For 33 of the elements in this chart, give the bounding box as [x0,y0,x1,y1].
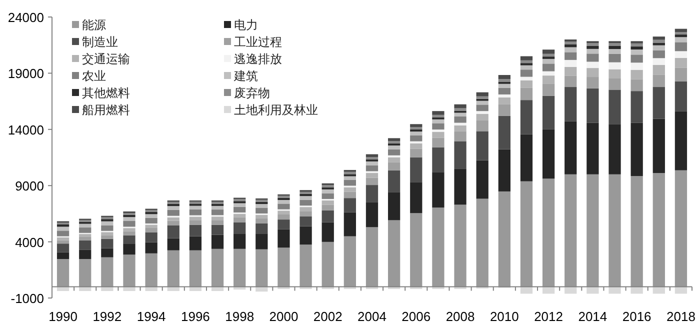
legend-label: 交通运输 [82,52,130,66]
x-tick-label: 2000 [269,309,298,324]
legend-label: 工业过程 [234,35,282,49]
legend-label: 建筑 [233,69,258,83]
x-tick-label: 1998 [225,309,254,324]
x-tick-label: 2006 [402,309,431,324]
x-tick-label: 2002 [313,309,342,324]
x-tick-label: 2010 [490,309,519,324]
legend-label: 逃逸排放 [234,52,282,66]
x-tick-label: 1996 [180,309,210,324]
x-tick-label: 2016 [622,309,652,324]
y-tick-label: 14000 [8,122,44,138]
x-tick-label: 1994 [136,309,166,324]
legend-label: 能源 [82,18,106,32]
x-tick-label: 2018 [666,309,696,324]
y-tick-label: 9000 [15,178,44,194]
x-tick-label: 2014 [578,309,608,324]
legend-label: 电力 [234,18,258,32]
x-tick-label: 1992 [92,309,122,324]
legend-label: 其他燃料 [82,86,130,100]
x-tick-label: 2008 [446,309,475,324]
legend-label: 土地利用及林业 [234,103,318,117]
x-tick-label: 2012 [534,309,564,324]
legend-label: 废弃物 [234,86,270,100]
y-tick-label: -1000 [10,291,44,306]
y-tick-label: 4000 [15,234,44,250]
y-tick-label: 19000 [8,66,44,82]
x-tick-label: 1990 [48,309,78,324]
legend-label: 船用燃料 [82,103,130,117]
legend-label: 制造业 [82,35,118,49]
x-tick-label: 2004 [358,309,386,324]
legend-label: 农业 [82,69,106,83]
y-tick-label: 24000 [8,10,44,25]
